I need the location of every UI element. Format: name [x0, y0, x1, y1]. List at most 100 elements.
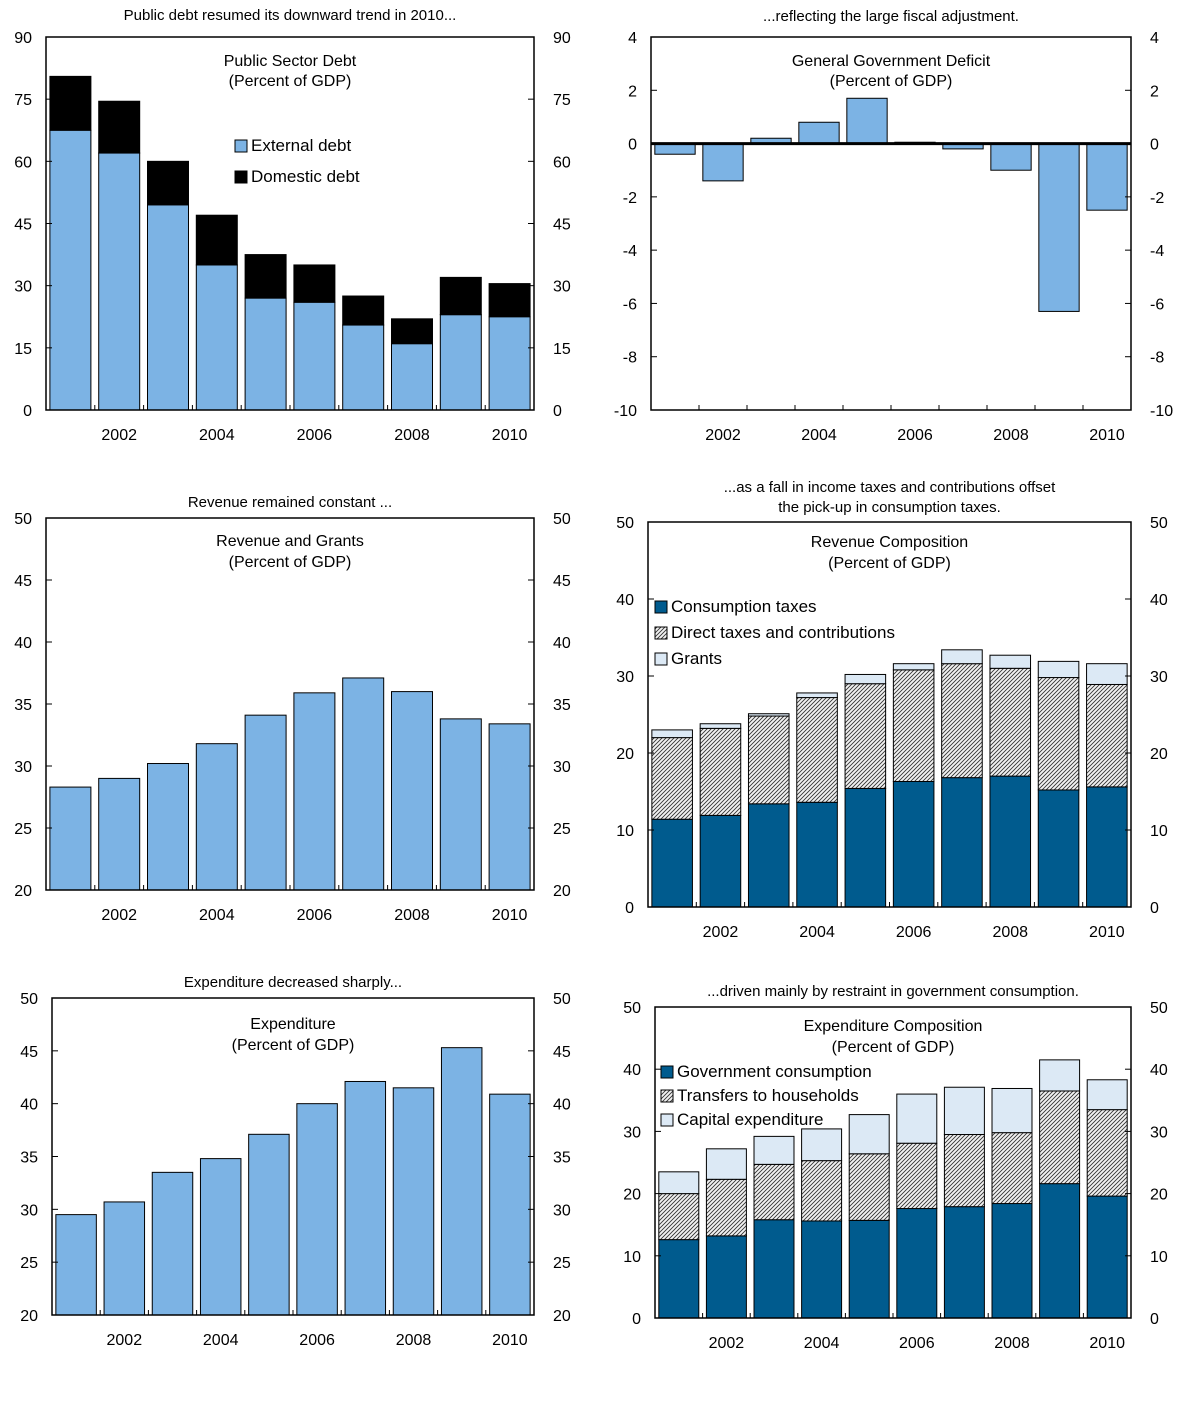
x-tick-label: 2002: [703, 924, 739, 941]
chart-header: Expenditure decreased sharply...: [184, 974, 402, 991]
chart-header: the pick-up in consumption taxes.: [778, 499, 1001, 516]
bar-2002-series-0: [103, 1201, 146, 1316]
bar-2005-series-1: [848, 1153, 890, 1221]
chart-title: Expenditure: [250, 1016, 335, 1033]
bar-2002-series-1: [699, 727, 742, 816]
bar-2010-series-1: [488, 283, 531, 318]
bar-2007-series-1: [342, 295, 385, 326]
chart-header: Public debt resumed its downward trend i…: [124, 7, 457, 24]
bar-2003-series-0: [147, 763, 189, 891]
y-tick-label-left: -2: [623, 190, 637, 207]
bar-2007-series-0: [342, 324, 385, 411]
y-tick-label-right: -2: [1150, 190, 1164, 207]
bar-2005-series-1: [844, 683, 887, 789]
legend-label: Direct taxes and contributions: [671, 623, 895, 642]
y-tick-label-right: 30: [553, 759, 571, 776]
y-tick-label-left: 30: [20, 1202, 38, 1219]
bar-2004-series-0: [199, 1158, 242, 1316]
x-tick-label: 2002: [107, 1332, 143, 1349]
x-tick-label: 2010: [1089, 924, 1125, 941]
y-tick-label-right: 20: [1150, 1187, 1168, 1204]
bar-2002-series-0: [699, 814, 742, 908]
legend-swatch: [660, 1089, 674, 1103]
bar-2008-series-1: [989, 667, 1032, 777]
chart-title: (Percent of GDP): [828, 555, 951, 572]
y-tick-label-left: 0: [628, 137, 637, 154]
bar-2009-series-0: [439, 718, 482, 891]
bar-2010-series-0: [1086, 143, 1128, 211]
bar-2006-series-1: [293, 264, 336, 303]
y-tick-label-right: 20: [553, 1308, 571, 1325]
bar-2004-series-2: [796, 692, 838, 699]
y-tick-label-left: 50: [20, 991, 38, 1008]
y-tick-label-left: 40: [616, 592, 634, 609]
chart-title: General Government Deficit: [792, 53, 991, 70]
y-tick-label-right: 45: [553, 573, 571, 590]
bar-2009-series-2: [1039, 1059, 1081, 1092]
bar-2004-series-1: [801, 1160, 843, 1222]
legend-label: Transfers to households: [677, 1086, 859, 1105]
legend-swatch: [654, 600, 668, 614]
y-tick-label-left: 30: [623, 1124, 641, 1141]
y-tick-label-left: 45: [14, 217, 32, 234]
x-tick-label: 2002: [101, 427, 137, 444]
bar-2010-series-0: [488, 316, 531, 411]
bar-2006-series-1: [892, 669, 935, 782]
y-tick-label-left: 90: [14, 30, 32, 47]
bar-2001-series-0: [49, 786, 92, 891]
bar-2006-series-0: [293, 692, 336, 891]
x-tick-label: 2004: [203, 1332, 239, 1349]
y-tick-label-right: 45: [553, 217, 571, 234]
x-tick-label: 2004: [801, 427, 837, 444]
legend-swatch: [660, 1065, 674, 1079]
y-tick-label-right: 0: [1150, 900, 1159, 917]
bar-2001-series-2: [651, 729, 693, 739]
y-tick-label-right: -6: [1150, 296, 1164, 313]
chart-panel-1: ...reflecting the large fiscal adjustmen…: [614, 8, 1173, 444]
y-tick-label-right: 0: [1150, 137, 1159, 154]
bar-2008-series-1: [391, 318, 433, 345]
bar-2008-series-0: [989, 775, 1032, 908]
x-tick-label: 2010: [492, 427, 528, 444]
bar-2003-series-0: [147, 204, 189, 411]
y-tick-label-left: -6: [623, 296, 637, 313]
bar-2006-series-0: [293, 301, 336, 411]
bar-2009-series-1: [1037, 677, 1080, 791]
x-tick-label: 2004: [799, 924, 835, 941]
x-tick-label: 2008: [992, 924, 1028, 941]
chart-header: ...as a fall in income taxes and contrib…: [724, 479, 1056, 496]
y-tick-label-right: 90: [553, 30, 571, 47]
y-tick-label-left: 4: [628, 30, 637, 47]
bar-2007-series-2: [943, 1086, 985, 1136]
y-tick-label-left: 20: [616, 746, 634, 763]
bar-2003-series-0: [753, 1219, 795, 1319]
bar-2006-series-0: [296, 1103, 338, 1316]
bar-2010-series-2: [1086, 1079, 1128, 1111]
bar-2007-series-0: [943, 1206, 985, 1319]
chart-title: (Percent of GDP): [229, 73, 352, 90]
y-tick-label-right: 75: [553, 92, 571, 109]
y-tick-label-left: 50: [616, 515, 634, 532]
bar-2009-series-2: [1037, 660, 1080, 679]
bar-2002-series-0: [702, 143, 744, 182]
bar-2002-series-1: [705, 1178, 747, 1237]
bar-2002-series-1: [98, 100, 141, 154]
x-tick-label: 2002: [101, 907, 137, 924]
bar-2004-series-2: [801, 1128, 843, 1162]
bar-2003-series-1: [747, 715, 790, 805]
y-tick-label-right: 20: [1150, 746, 1168, 763]
y-tick-label-left: 30: [14, 759, 32, 776]
bar-2010-series-0: [1086, 786, 1128, 908]
bar-2004-series-0: [195, 264, 238, 411]
y-tick-label-left: 50: [623, 1000, 641, 1017]
y-tick-label-right: -8: [1150, 350, 1164, 367]
bar-2010-series-0: [488, 723, 531, 891]
bar-2006-series-1: [896, 1142, 938, 1210]
bar-2006-series-0: [896, 1208, 938, 1319]
bar-2008-series-0: [990, 143, 1032, 171]
y-tick-label-left: 50: [14, 511, 32, 528]
y-tick-label-left: 25: [14, 821, 32, 838]
chart-title: Revenue and Grants: [216, 533, 364, 550]
legend-label: External debt: [251, 136, 351, 155]
